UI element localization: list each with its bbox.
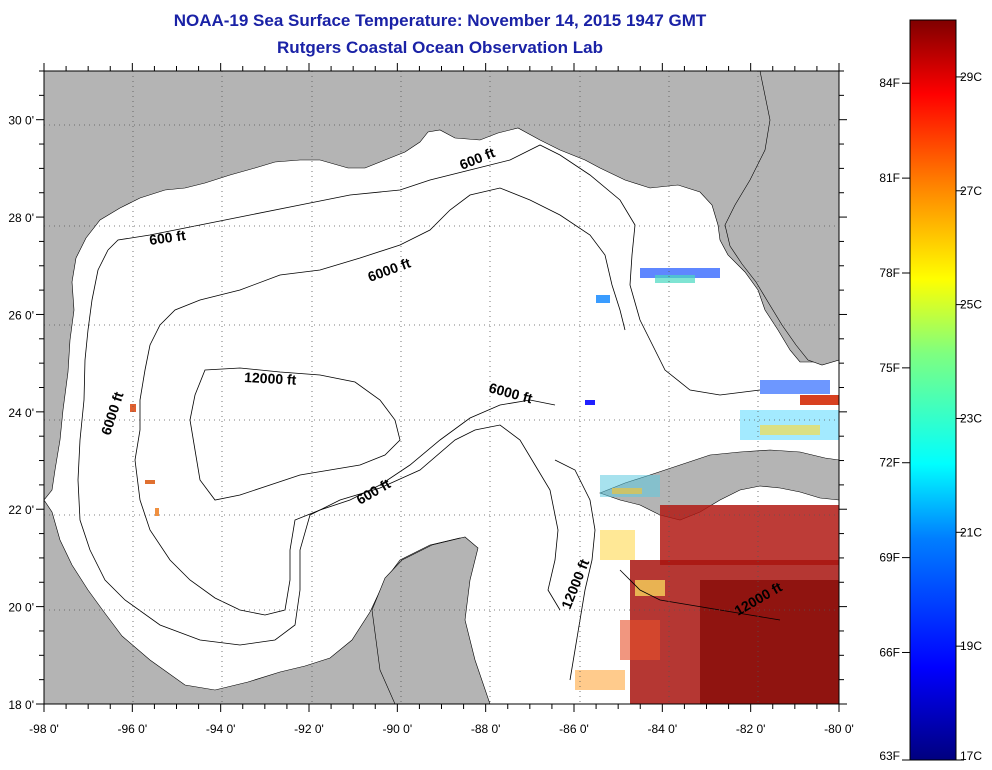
longitude-ticks: -98 0' -96 0' -94 0' -92 0' -90 0' -88 0' -86 … — [29, 63, 854, 736]
lat-tick-label: 26 0' — [8, 308, 34, 322]
colorbar-f-label: 84F — [879, 76, 900, 90]
colorbar-c-label: 19C — [960, 639, 982, 653]
lon-tick-label: -84 0' — [648, 722, 678, 736]
sst-data-florida-straits — [596, 268, 839, 497]
lat-tick-label: 20 0' — [8, 601, 34, 615]
map-subtitle: Rutgers Coastal Ocean Observation Lab — [277, 38, 603, 57]
colorbar-c-label: 29C — [960, 70, 982, 84]
contour-6000ft — [139, 187, 626, 430]
lon-tick-label: -96 0' — [118, 722, 148, 736]
colorbar-f-label: 72F — [879, 456, 900, 470]
colorbar-c-label: 23C — [960, 411, 982, 425]
contour-600ft — [107, 144, 761, 396]
lat-tick-label: 30 0' — [8, 114, 34, 128]
contour-label: 12000 ft — [244, 369, 297, 388]
colorbar-c-label: 27C — [960, 184, 982, 198]
contour-label: 600 ft — [148, 227, 187, 248]
colorbar-f-label: 66F — [879, 645, 900, 659]
lat-tick-label: 24 0' — [8, 406, 34, 420]
colorbar-f-label: 78F — [879, 266, 900, 280]
lon-tick-label: -90 0' — [383, 722, 413, 736]
sst-data-scattered — [130, 400, 595, 516]
contour-12000ft — [189, 367, 401, 501]
celsius-labels: 29C 27C 25C 23C 21C 19C 17C — [956, 70, 982, 763]
land-florida — [724, 71, 839, 366]
temperature-colorbar: 84F 81F 78F 75F 72F 69F 66F 63F 29C 27C 25C 23C 21C… — [879, 19, 982, 763]
colorbar-f-label: 69F — [879, 551, 900, 565]
colorbar-f-label: 75F — [879, 361, 900, 375]
lon-tick-label: -88 0' — [471, 722, 501, 736]
lat-tick-label: 22 0' — [8, 503, 34, 517]
colorbar-c-label: 25C — [960, 298, 982, 312]
bathymetry-contours — [77, 144, 781, 681]
colorbar-f-label: 81F — [879, 171, 900, 185]
lat-tick-label: 18 0' — [8, 698, 34, 712]
land-yucatan — [371, 536, 491, 704]
lon-tick-label: -98 0' — [29, 722, 59, 736]
colorbar-gradient — [909, 19, 957, 761]
map-title: NOAA-19 Sea Surface Temperature: Novembe… — [173, 11, 707, 30]
colorbar-f-label: 63F — [879, 749, 900, 763]
map-grid — [44, 71, 839, 704]
colorbar-c-label: 17C — [960, 749, 982, 763]
latitude-ticks: 18 0' 20 0' 22 0' 24 0' 26 0' 28 0' 30 0' — [8, 70, 847, 712]
lat-tick-label: 28 0' — [8, 211, 34, 225]
lon-tick-label: -86 0' — [559, 722, 589, 736]
colorbar-c-label: 21C — [960, 525, 982, 539]
sst-data-caribbean — [575, 505, 839, 704]
lon-tick-label: -92 0' — [294, 722, 324, 736]
lon-tick-label: -94 0' — [206, 722, 236, 736]
lon-tick-label: -82 0' — [736, 722, 766, 736]
fahrenheit-labels: 84F 81F 78F 75F 72F 69F 66F 63F — [879, 76, 910, 763]
lon-tick-label: -80 0' — [824, 722, 854, 736]
